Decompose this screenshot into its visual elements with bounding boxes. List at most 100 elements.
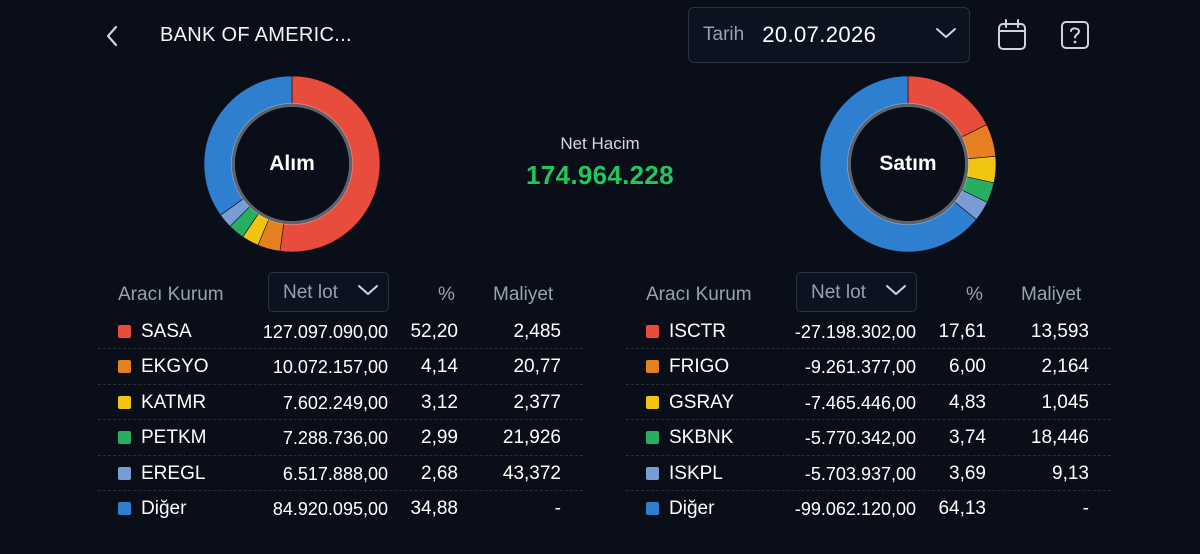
buy-rows: SASA 127.097.090,00 52,20 2,485 EKGYO 10.072… (98, 314, 583, 526)
table-row[interactable]: SKBNK -5.770.342,00 3,74 18,446 (626, 420, 1111, 456)
table-row[interactable]: EREGL 6.517.888,00 2,68 43,372 (98, 456, 583, 491)
sell-table: Aracı Kurum Net lot % Maliyet ISCTR -27.1… (626, 270, 1111, 526)
row-cost: 1,045 (1041, 391, 1089, 413)
color-swatch (646, 431, 659, 445)
color-swatch (118, 360, 131, 374)
color-swatch (646, 325, 659, 338)
row-pct: 6,00 (949, 356, 986, 378)
sell-donut-label: Satım (879, 152, 937, 175)
color-swatch (646, 395, 659, 409)
row-pct: 4,14 (421, 356, 458, 378)
row-pct: 3,74 (949, 427, 986, 449)
table-row[interactable]: PETKM 7.288.736,00 2,99 21,926 (98, 420, 583, 456)
row-cost: 20,77 (513, 356, 561, 378)
row-cost: 2,377 (513, 391, 561, 413)
table-row[interactable]: EKGYO 10.072.157,00 4,14 20,77 (98, 349, 583, 385)
chevron-left-icon (106, 25, 118, 47)
back-button[interactable] (98, 20, 126, 52)
table-row[interactable]: GSRAY -7.465.446,00 4,83 1,045 (626, 385, 1111, 421)
sell-col-broker: Aracı Kurum (646, 284, 752, 305)
row-cost: - (554, 497, 561, 519)
table-row[interactable]: ISKPL -5.703.937,00 3,69 9,13 (626, 456, 1111, 491)
buy-donut-svg (203, 75, 381, 253)
buy-slice-sasa (279, 75, 381, 253)
color-swatch (118, 501, 131, 515)
chevron-down-icon (886, 285, 906, 295)
table-row[interactable]: KATMR 7.602.249,00 3,12 2,377 (98, 385, 583, 421)
buy-col-cost: Maliyet (493, 284, 554, 305)
question-icon (1061, 21, 1089, 49)
chevron-down-icon (358, 285, 378, 295)
row-pct: 2,99 (421, 427, 458, 449)
table-row[interactable]: SASA 127.097.090,00 52,20 2,485 (98, 314, 583, 350)
row-pct: 34,88 (410, 497, 458, 519)
calendar-icon (998, 19, 1026, 50)
row-name: ISCTR (669, 321, 726, 342)
date-select[interactable]: Tarih 20.07.2026 (688, 7, 970, 63)
row-pct: 2,68 (421, 462, 458, 484)
buy-inner-ring (231, 103, 353, 225)
row-lot: -5.703.937,00 (804, 463, 916, 484)
row-lot: -5.770.342,00 (804, 428, 916, 449)
row-lot: -99.062.120,00 (794, 498, 916, 519)
date-value: 20.07.2026 (762, 22, 877, 47)
row-cost: 43,372 (502, 462, 561, 484)
net-volume-value: 174.964.228 (526, 160, 674, 190)
date-label: Tarih (703, 24, 745, 45)
row-lot: 7.288.736,00 (282, 428, 388, 449)
color-swatch (118, 325, 131, 338)
buy-slice-diğer (203, 75, 293, 216)
row-name: ISKPL (669, 462, 723, 484)
row-name: SASA (141, 321, 192, 342)
row-cost: 18,446 (1030, 427, 1089, 449)
row-cost: 2,164 (1041, 356, 1089, 378)
row-lot: -7.465.446,00 (804, 392, 916, 413)
row-name: Diğer (669, 497, 715, 519)
row-lot: 6.517.888,00 (282, 463, 388, 484)
row-cost: 9,13 (1052, 462, 1089, 484)
row-lot: 84.920.095,00 (272, 498, 388, 519)
help-button[interactable] (1059, 18, 1091, 52)
buy-col-broker: Aracı Kurum (118, 284, 224, 305)
row-name: KATMR (141, 391, 207, 413)
sell-col-pct: % (966, 284, 983, 305)
table-row[interactable]: Diğer -99.062.120,00 64,13 - (626, 491, 1111, 526)
sell-net-lot-dropdown[interactable]: Net lot (796, 272, 917, 312)
table-row[interactable]: Diğer 84.920.095,00 34,88 - (98, 491, 583, 526)
calendar-button[interactable] (996, 18, 1028, 52)
page-title: BANK OF AMERIC... (160, 24, 352, 46)
row-lot: -27.198.302,00 (794, 322, 916, 342)
buy-table-header: Aracı Kurum Net lot % Maliyet (98, 270, 583, 314)
row-pct: 52,20 (410, 321, 458, 342)
row-name: FRIGO (669, 356, 730, 378)
buy-net-lot-label: Net lot (283, 282, 338, 303)
row-name: GSRAY (669, 391, 735, 413)
sell-inner-ring (847, 103, 969, 225)
row-lot: 7.602.249,00 (282, 392, 388, 413)
color-swatch (646, 501, 659, 515)
buy-col-pct: % (438, 284, 455, 305)
table-row[interactable]: FRIGO -9.261.377,00 6,00 2,164 (626, 349, 1111, 385)
row-cost: 21,926 (502, 427, 561, 449)
row-pct: 3,12 (421, 391, 458, 413)
sell-rows: ISCTR -27.198.302,00 17,61 13,593 FRIGO -9.2… (626, 314, 1111, 526)
color-swatch (118, 466, 131, 480)
buy-table: Aracı Kurum Net lot % Maliyet SASA 127.09… (98, 270, 583, 526)
net-volume: Net Hacim 174.964.228 (500, 134, 700, 191)
row-cost: 13,593 (1030, 321, 1089, 342)
row-name: SKBNK (669, 427, 734, 449)
color-swatch (646, 466, 659, 480)
row-pct: 3,69 (949, 462, 986, 484)
table-row[interactable]: ISCTR -27.198.302,00 17,61 13,593 (626, 314, 1111, 350)
sell-net-lot-label: Net lot (811, 282, 866, 303)
sell-donut-svg (819, 75, 997, 253)
buy-donut-label: Alım (269, 152, 315, 175)
row-lot: 10.072.157,00 (272, 357, 388, 378)
row-name: PETKM (141, 427, 207, 449)
sell-center (851, 107, 965, 221)
row-cost: 2,485 (513, 321, 561, 342)
buy-net-lot-dropdown[interactable]: Net lot (268, 272, 389, 312)
buy-center (235, 107, 349, 221)
row-lot: -9.261.377,00 (804, 357, 916, 378)
sell-donut-chart: Satım (818, 74, 998, 254)
